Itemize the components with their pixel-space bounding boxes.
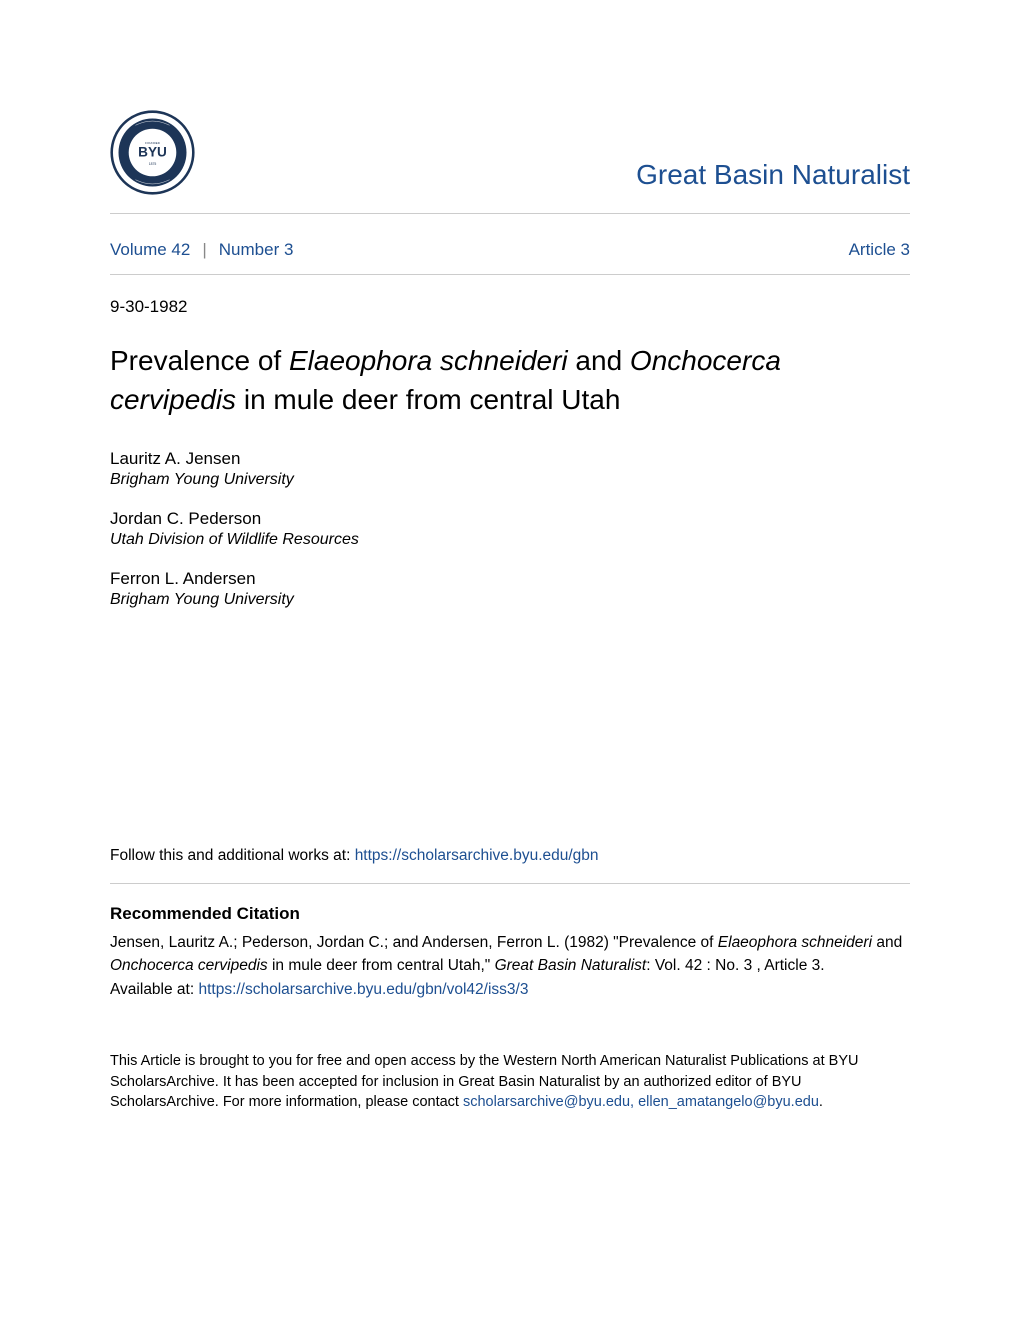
byu-logo[interactable]: BYU FOUNDED 1875 — [110, 110, 195, 195]
volume-link[interactable]: Volume 42 — [110, 240, 190, 260]
title-suffix: in mule deer from central Utah — [236, 384, 620, 415]
journal-title-link[interactable]: Great Basin Naturalist — [636, 159, 910, 195]
article-title: Prevalence of Elaeophora schneideri and … — [110, 341, 910, 419]
publication-date: 9-30-1982 — [110, 297, 910, 317]
footer-text: This Article is brought to you for free … — [110, 1051, 910, 1112]
section-divider — [110, 883, 910, 884]
citation-part1: Jensen, Lauritz A.; Pederson, Jordan C.;… — [110, 934, 718, 951]
nav-left: Volume 42 | Number 3 — [110, 240, 293, 260]
citation-italic3: Great Basin Naturalist — [495, 957, 647, 974]
citation-heading: Recommended Citation — [110, 904, 910, 924]
title-italic1: Elaeophora schneideri — [289, 345, 568, 376]
author-name: Ferron L. Andersen — [110, 569, 910, 589]
title-prefix: Prevalence of — [110, 345, 289, 376]
svg-text:FOUNDED: FOUNDED — [145, 141, 160, 145]
follow-link[interactable]: https://scholarsarchive.byu.edu/gbn — [355, 847, 599, 864]
citation-italic2: Onchocerca cervipedis — [110, 957, 268, 974]
footer-email-link[interactable]: scholarsarchive@byu.edu, ellen_amatangel… — [463, 1094, 819, 1110]
available-at: Available at: https://scholarsarchive.by… — [110, 981, 910, 999]
svg-text:1875: 1875 — [149, 162, 157, 166]
author-affiliation: Utah Division of Wildlife Resources — [110, 531, 910, 549]
citation-italic1: Elaeophora schneideri — [718, 934, 872, 951]
author-block-3: Ferron L. Andersen Brigham Young Univers… — [110, 569, 910, 609]
citation-part2: and — [872, 934, 902, 951]
author-affiliation: Brigham Young University — [110, 591, 910, 609]
follow-text: Follow this and additional works at: — [110, 847, 355, 864]
follow-section: Follow this and additional works at: htt… — [110, 847, 910, 865]
author-name: Lauritz A. Jensen — [110, 449, 910, 469]
nav-divider: | — [202, 240, 206, 260]
available-label: Available at: — [110, 981, 198, 998]
number-link[interactable]: Number 3 — [219, 240, 294, 260]
article-link[interactable]: Article 3 — [849, 240, 910, 260]
page-header: BYU FOUNDED 1875 Great Basin Naturalist — [110, 110, 910, 214]
available-link[interactable]: https://scholarsarchive.byu.edu/gbn/vol4… — [198, 981, 528, 998]
nav-row: Volume 42 | Number 3 Article 3 — [110, 226, 910, 275]
footer-part2: . — [819, 1094, 823, 1110]
citation-body: Jensen, Lauritz A.; Pederson, Jordan C.;… — [110, 932, 910, 977]
citation-part3: in mule deer from central Utah," — [268, 957, 495, 974]
author-affiliation: Brigham Young University — [110, 471, 910, 489]
title-mid: and — [568, 345, 630, 376]
citation-part4: : Vol. 42 : No. 3 , Article 3. — [646, 957, 824, 974]
author-block-1: Lauritz A. Jensen Brigham Young Universi… — [110, 449, 910, 489]
author-name: Jordan C. Pederson — [110, 509, 910, 529]
svg-text:BYU: BYU — [138, 145, 167, 160]
author-block-2: Jordan C. Pederson Utah Division of Wild… — [110, 509, 910, 549]
